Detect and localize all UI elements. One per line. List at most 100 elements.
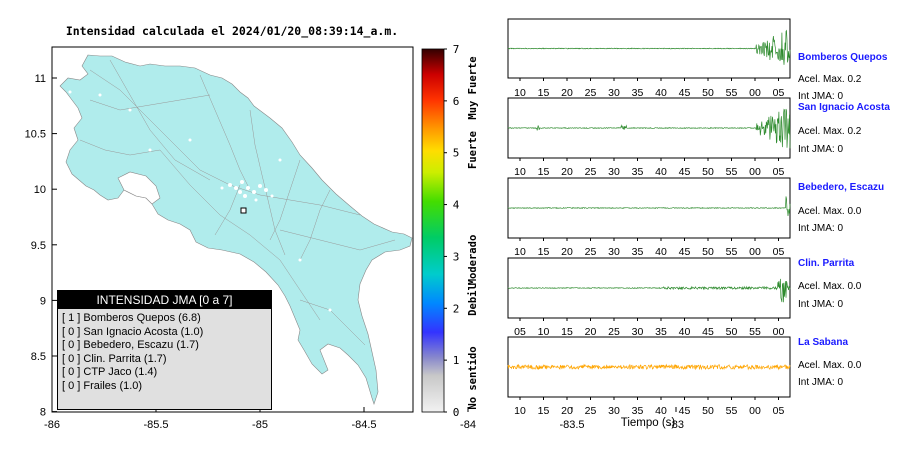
legend-row: [ 0 ] San Ignacio Acosta (1.0) — [62, 325, 204, 338]
urban-points — [68, 90, 377, 347]
int-jma: Int JMA: 0 — [798, 223, 844, 234]
station-name: Bebedero, Escazu — [798, 182, 885, 193]
station-name: Clin. Parrita — [798, 258, 855, 269]
waveform-panel: 10 15 20 25 30 35 40 45 50 55 00 05 — [507, 97, 791, 178]
time-tick-label: 40 — [655, 405, 667, 417]
int-jma: Int JMA: 0 — [798, 144, 844, 155]
time-tick-label: 10 — [538, 326, 550, 338]
time-tick-label: 45 — [679, 246, 691, 258]
colorbar-class-label: Muy Fuerte — [467, 56, 479, 119]
time-tick-label: 10 — [514, 87, 526, 99]
y-tick-label: 10 — [34, 184, 46, 196]
waveform-panel: 05 10 15 20 25 30 35 40 45 50 55 00 — [507, 257, 791, 338]
x-tick-label: -85.5 — [143, 419, 168, 431]
int-jma: Int JMA: 0 — [798, 377, 844, 388]
y-tick-label: 8 — [40, 407, 46, 419]
gulf-nicoya — [117, 171, 161, 205]
y-tick-label: 9.5 — [31, 240, 46, 252]
time-tick-label: 40 — [655, 246, 667, 258]
time-tick-label: 15 — [538, 246, 550, 258]
time-tick-label: 25 — [608, 326, 620, 338]
costa-rica-map — [59, 54, 413, 405]
colorbar-class-label: Fuerte — [467, 131, 479, 169]
time-tick-label: 05 — [773, 246, 785, 258]
roads — [79, 59, 396, 346]
country-shape — [59, 54, 413, 405]
time-tick-label: 55 — [726, 166, 738, 178]
waveform-line — [507, 108, 791, 149]
time-tick-label: 40 — [655, 87, 667, 99]
time-tick-label: 05 — [514, 326, 526, 338]
accel-max: Acel. Max. 0.2 — [798, 126, 862, 137]
time-tick-label: 55 — [726, 87, 738, 99]
time-tick-label: 15 — [538, 87, 550, 99]
time-tick-label: 05 — [773, 166, 785, 178]
time-tick-label: 20 — [585, 326, 597, 338]
time-tick-label: 40 — [679, 326, 691, 338]
waveform-line — [507, 278, 791, 303]
accel-max: Acel. Max. 0.2 — [798, 74, 862, 85]
station-name: Bomberos Quepos — [798, 52, 888, 63]
accel-max: Acel. Max. 0.0 — [798, 281, 862, 292]
legend-row: [ 0 ] Frailes (1.0) — [62, 379, 143, 392]
waveform-line — [507, 363, 791, 371]
int-jma: Int JMA: 0 — [798, 91, 844, 102]
colorbar-tick-label: 2 — [453, 302, 460, 315]
colorbar-tick-label: 5 — [453, 147, 460, 160]
waveform-line — [507, 196, 791, 217]
time-tick-label: 30 — [632, 326, 644, 338]
y-tick-label: 9 — [40, 295, 46, 307]
time-tick-label: 15 — [538, 166, 550, 178]
colorbar-tick-label: 0 — [453, 406, 460, 419]
waveform-line — [507, 29, 791, 65]
colorbar-class-label: Moderado — [467, 235, 479, 286]
legend-row: [ 0 ] CTP Jaco (1.4) — [62, 366, 158, 378]
x-tick-label: -83.5 — [559, 419, 584, 431]
time-tick-label: 15 — [538, 405, 550, 417]
station-name: La Sabana — [798, 337, 849, 348]
waveform-panel: 10 15 20 25 30 35 40 45 50 55 00 05 — [507, 336, 791, 417]
time-tick-label: 35 — [655, 326, 667, 338]
accel-max: Acel. Max. 0.0 — [798, 360, 862, 371]
legend-row: [ 1 ] Bomberos Quepos (6.8) — [62, 312, 201, 324]
colorbar-tick-label: 7 — [453, 43, 460, 56]
time-tick-label: 50 — [702, 246, 714, 258]
time-tick-label: 20 — [561, 166, 573, 178]
time-tick-label: 55 — [726, 246, 738, 258]
time-tick-label: 45 — [679, 405, 691, 417]
colorbar-tick-label: 6 — [453, 95, 460, 108]
colorbar-class-label: Debil — [467, 284, 479, 316]
legend-row: [ 0 ] Bebedero, Escazu (1.7) — [62, 339, 199, 351]
colorbar-gradient — [421, 48, 445, 413]
colorbar-tick-label: 1 — [453, 354, 460, 367]
time-tick-label: 45 — [702, 326, 714, 338]
time-tick-label: 40 — [655, 166, 667, 178]
time-tick-label: 30 — [608, 246, 620, 258]
time-tick-label: 35 — [632, 246, 644, 258]
time-tick-label: 00 — [749, 405, 761, 417]
colorbar-tick-label: 3 — [453, 250, 460, 263]
time-tick-label: 25 — [585, 166, 597, 178]
time-tick-label: 20 — [561, 246, 573, 258]
time-tick-label: 05 — [773, 87, 785, 99]
time-tick-label: 50 — [702, 405, 714, 417]
time-tick-label: 00 — [773, 326, 785, 338]
y-tick-label: 11 — [35, 73, 46, 85]
time-tick-label: 50 — [726, 326, 738, 338]
time-tick-label: 00 — [749, 87, 761, 99]
colorbar-class-label: No sentido — [467, 346, 479, 409]
time-tick-label: 45 — [679, 87, 691, 99]
time-tick-label: 10 — [514, 405, 526, 417]
x-axis-label: Tiempo (s) — [621, 417, 676, 429]
time-tick-label: 20 — [561, 405, 573, 417]
accel-max: Acel. Max. 0.0 — [798, 206, 862, 217]
time-tick-label: 30 — [608, 405, 620, 417]
station-marker — [240, 207, 247, 214]
time-tick-label: 00 — [749, 166, 761, 178]
x-tick-label: -85 — [252, 419, 268, 431]
time-tick-label: 35 — [632, 166, 644, 178]
map-title: Intensidad calculada el 2024/01/20_08:39… — [66, 24, 398, 39]
station-name: San Ignacio Acosta — [798, 102, 890, 113]
time-tick-label: 20 — [561, 87, 573, 99]
